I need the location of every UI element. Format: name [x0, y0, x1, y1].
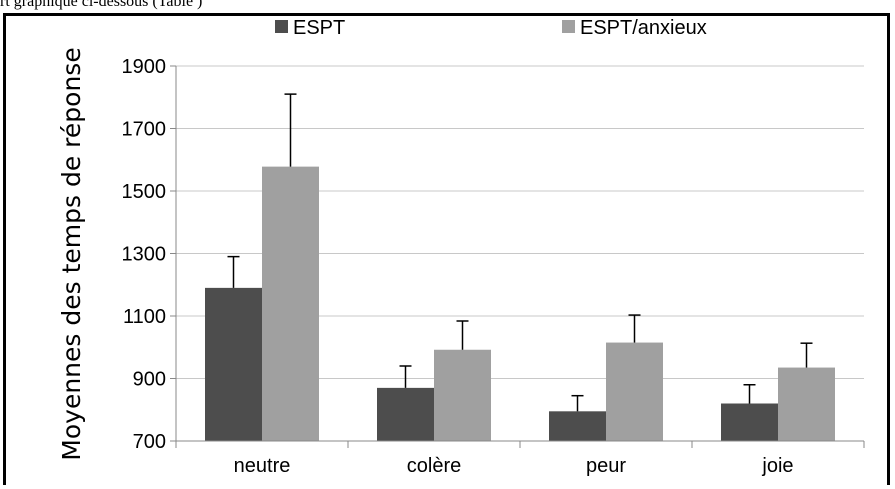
chart-frame	[3, 13, 890, 485]
y-tick-label: 1300	[122, 244, 167, 266]
legend-swatch	[562, 20, 575, 33]
bars	[205, 93, 835, 441]
x-category-label: joie	[761, 455, 793, 477]
bar-espt-2	[549, 411, 606, 441]
y-tick-label: 1700	[122, 119, 167, 141]
bar-espt-anxieux-0	[262, 166, 319, 441]
y-axis-label: Moyennes des temps de réponse	[57, 47, 86, 460]
y-tick-label: 1100	[123, 306, 166, 328]
bar-espt-anxieux-2	[606, 342, 663, 441]
x-category-label: peur	[586, 455, 626, 477]
y-tick-label: 700	[133, 431, 166, 453]
bar-espt-anxieux-1	[434, 349, 491, 441]
bar-espt-3	[721, 403, 778, 441]
legend: ESPT ESPT/anxieux	[275, 17, 707, 39]
bar-espt-anxieux-3	[778, 367, 835, 441]
y-tick-label: 900	[133, 369, 166, 391]
caption-text: rt graphique ci-dessous (Table )	[0, 0, 203, 10]
legend-label: ESPT	[293, 17, 345, 39]
legend-swatch	[275, 20, 288, 33]
axes: 700 900 1100 1300 1500 1700 1900 neutre colère pe…	[122, 56, 865, 477]
y-tick-label: 1900	[122, 56, 167, 78]
bar-espt-0	[205, 287, 262, 441]
x-category-label: colère	[407, 455, 461, 477]
y-tick-label: 1500	[122, 181, 167, 203]
legend-label: ESPT/anxieux	[580, 17, 707, 39]
x-category-label: neutre	[234, 455, 291, 477]
bar-espt-1	[377, 387, 434, 441]
